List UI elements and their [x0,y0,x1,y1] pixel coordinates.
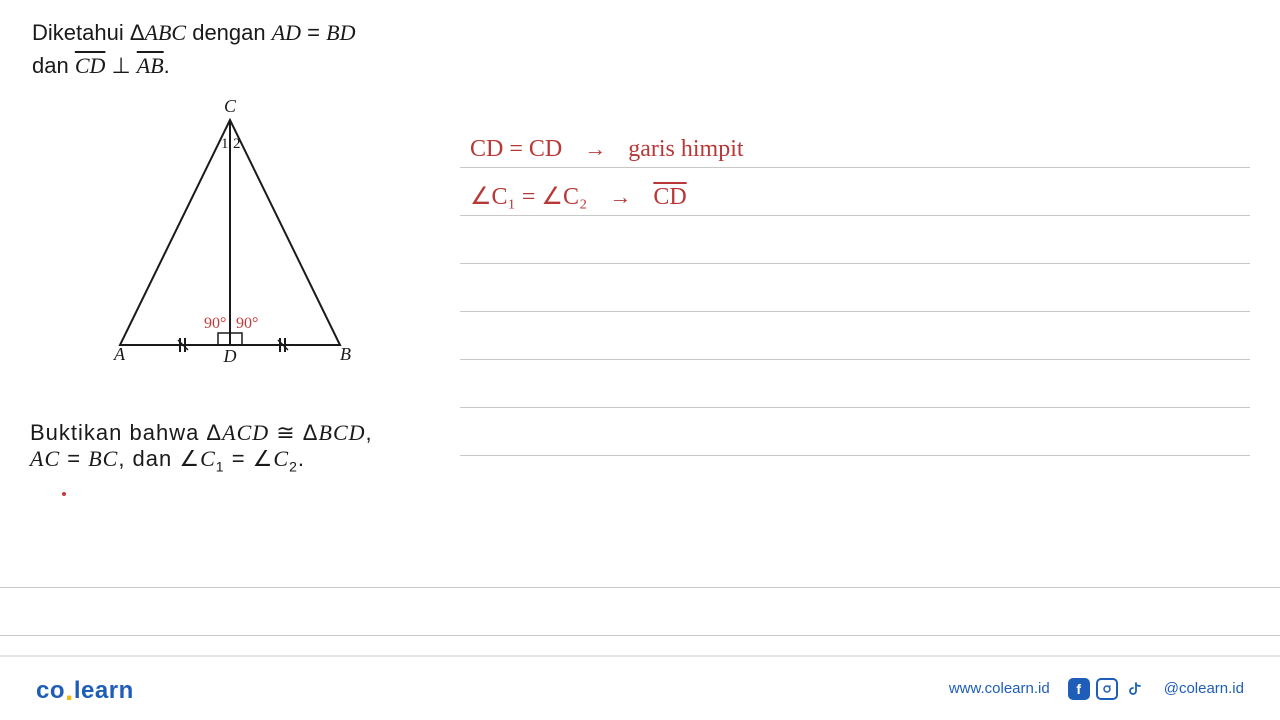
ruled-line-3 [460,216,1250,264]
seg-cd: CD [75,53,106,78]
mid-text: , dan ∠ [118,446,200,471]
perp-sym: ⊥ [105,53,136,78]
sub-2: 2 [289,458,298,474]
label-c: C [224,100,237,116]
text-mid: dengan [186,20,272,45]
handwritten-row-1: CD = CD → garis himpit [470,136,744,163]
footer-right: www.colearn.id f @colearn.id [949,678,1244,700]
social-handle: @colearn.id [1164,680,1244,697]
label-b: B [340,344,351,364]
text-dan: dan [32,53,75,78]
problem-statement: Diketahui ΔABC dengan AD = BD dan CD ⊥ A… [32,16,1248,82]
label-angle-2: 2 [233,136,241,152]
ruled-line-6 [460,360,1250,408]
var-c1: C [200,446,216,471]
eq-sym3: = ∠ [225,446,274,471]
logo-part-1: co [36,677,65,704]
ruled-line-2: ∠C₁ = ∠C₂ → CD [460,168,1250,216]
sub-1: 1 [216,458,225,474]
site-link[interactable]: www.colearn.id [949,680,1050,697]
hand-arrow-1: → [584,136,606,161]
logo-part-2: learn [74,677,134,704]
hand-r1-left: CD = CD [470,136,562,162]
label-d: D [223,346,237,366]
var-bcd: BCD [319,420,366,445]
handwriting-area: CD = CD → garis himpit ∠C₁ = ∠C₂ → CD [460,120,1250,456]
hand-r1-right: garis himpit [628,136,743,162]
ruled-line-7 [460,408,1250,456]
red-dot [62,492,66,496]
eq-sym2: = [60,446,88,471]
eq-sym: = [301,20,326,45]
tiktok-icon[interactable] [1124,678,1146,700]
proof-statement: Buktikan bahwa ΔACD ≅ ΔBCD, AC = BC, dan… [30,420,373,474]
footer: co.learn www.colearn.id f @colearn.id [0,655,1280,720]
var-abc: ABC [145,20,187,45]
ruled-line-5 [460,312,1250,360]
var-ad: AD [272,20,301,45]
period2: . [298,446,305,471]
red-90-right: 90° [236,315,258,332]
var-c2: C [273,446,289,471]
facebook-icon[interactable]: f [1068,678,1090,700]
seg-ab: AB [137,53,164,78]
comma: , [366,420,373,445]
var-bc: BC [88,446,118,471]
label-a: A [113,344,126,364]
logo-dot: . [65,674,74,707]
var-ac: AC [30,446,60,471]
var-bd: BD [326,20,355,45]
ruled-bottom-area [0,540,1280,636]
ruled-line-4 [460,264,1250,312]
bottom-line-2 [0,588,1280,636]
text-period: . [164,53,170,78]
label-angle-1: 1 [221,136,229,152]
hand-r2-right: CD [653,184,686,210]
ruled-line-1: CD = CD → garis himpit [460,120,1250,168]
hand-r2-left: ∠C₁ = ∠C₂ [470,184,587,210]
bottom-line-1 [0,540,1280,588]
var-acd: ACD [222,420,269,445]
proof-prefix: Buktikan bahwa Δ [30,420,222,445]
instagram-icon[interactable] [1096,678,1118,700]
text-prefix: Diketahui Δ [32,20,145,45]
handwritten-row-2: ∠C₁ = ∠C₂ → CD [470,182,687,211]
logo: co.learn [36,672,134,706]
red-90-left: 90° [204,315,226,332]
triangle-diagram: C A B D 1 2 90° 90° [100,100,360,380]
hand-arrow-2: → [609,184,631,209]
cong-sym: ≅ Δ [269,420,318,445]
